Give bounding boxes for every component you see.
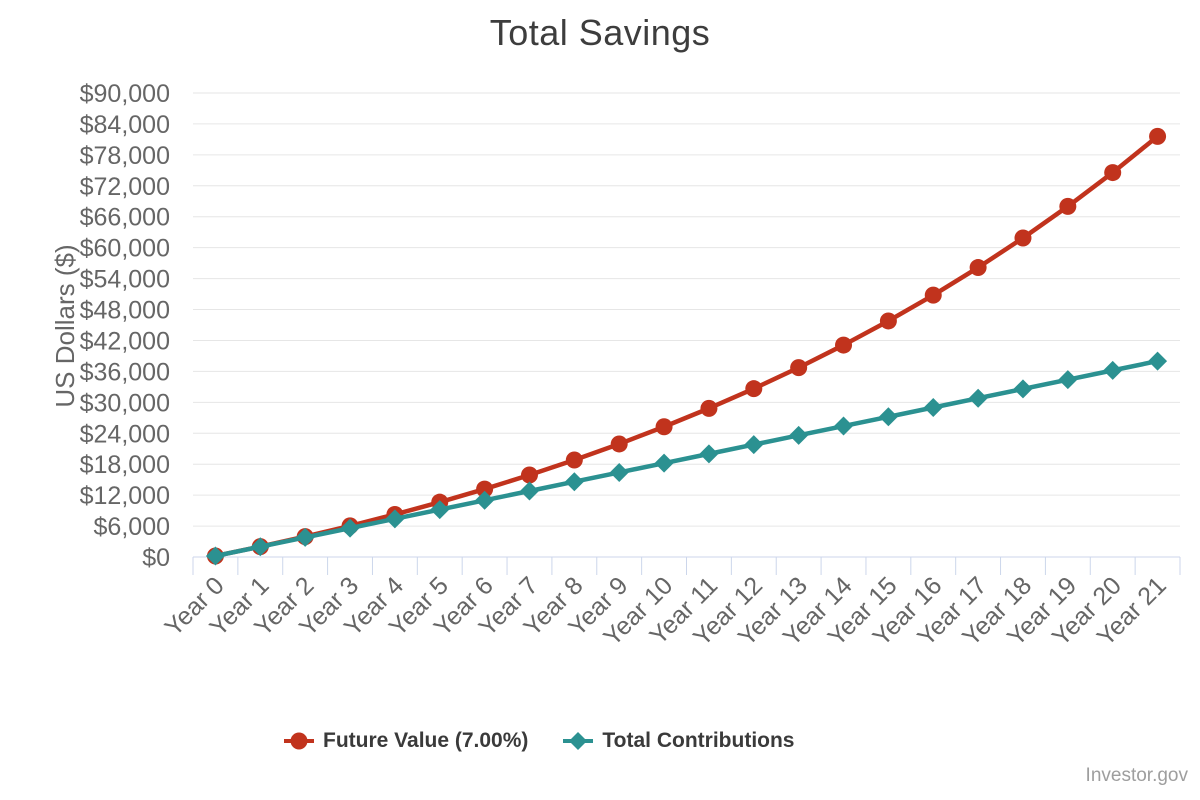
contributions-point[interactable] bbox=[430, 500, 450, 520]
future-value-line bbox=[213, 134, 1160, 559]
y-axis-tick-label: $66,000 bbox=[80, 204, 170, 232]
contributions-point[interactable] bbox=[654, 453, 674, 473]
future-value-point[interactable] bbox=[655, 418, 673, 436]
contributions-point[interactable] bbox=[385, 509, 405, 529]
contributions-point[interactable] bbox=[1148, 351, 1168, 371]
contributions-point[interactable] bbox=[744, 435, 764, 455]
contributions-point[interactable] bbox=[1103, 360, 1123, 380]
y-axis-tick-label: $24,000 bbox=[80, 420, 170, 448]
future-value-point[interactable] bbox=[1014, 229, 1032, 247]
future-value-point[interactable] bbox=[969, 259, 987, 277]
y-axis-tick-label: $18,000 bbox=[80, 451, 170, 479]
future-value-point[interactable] bbox=[700, 399, 718, 417]
y-axis-tick-label: $72,000 bbox=[80, 173, 170, 201]
contributions-point[interactable] bbox=[475, 490, 495, 510]
legend-marker-circle-icon bbox=[284, 732, 314, 750]
y-axis-tick-label: $0 bbox=[142, 544, 170, 572]
y-axis-tick-label: $78,000 bbox=[80, 142, 170, 170]
contributions-point[interactable] bbox=[834, 416, 854, 436]
y-axis-tick-label: $6,000 bbox=[94, 513, 170, 541]
legend-item-future-value[interactable]: Future Value (7.00%) bbox=[283, 729, 528, 753]
future-value-point[interactable] bbox=[565, 451, 583, 469]
y-axis-tick-label: $48,000 bbox=[80, 297, 170, 325]
contributions-point[interactable] bbox=[295, 527, 315, 547]
future-value-point[interactable] bbox=[1104, 164, 1122, 182]
legend-label-total-contributions: Total Contributions bbox=[602, 729, 795, 752]
contributions-point[interactable] bbox=[564, 472, 584, 492]
y-axis-tick-label: $60,000 bbox=[80, 235, 170, 263]
contributions-point[interactable] bbox=[340, 518, 360, 538]
contributions-line bbox=[213, 358, 1160, 559]
y-axis-tick-label: $12,000 bbox=[80, 482, 170, 510]
y-axis-tick-label: $84,000 bbox=[80, 111, 170, 139]
y-axis-tick-label: $30,000 bbox=[80, 389, 170, 417]
legend-marker-diamond-icon bbox=[563, 732, 594, 750]
contributions-point[interactable] bbox=[699, 444, 719, 464]
contributions-point[interactable] bbox=[609, 462, 629, 482]
contributions-point[interactable] bbox=[519, 481, 539, 501]
watermark: Investor.gov bbox=[1085, 765, 1188, 786]
future-value-point[interactable] bbox=[790, 359, 808, 377]
future-value-point[interactable] bbox=[520, 466, 538, 484]
y-axis-tick-label: $90,000 bbox=[80, 80, 170, 108]
legend-label-future-value: Future Value (7.00%) bbox=[323, 729, 529, 752]
future-value-point[interactable] bbox=[610, 435, 628, 453]
future-value-point[interactable] bbox=[879, 312, 897, 330]
chart-title: Total Savings bbox=[489, 12, 711, 53]
contributions-point[interactable] bbox=[878, 407, 898, 427]
contributions-point[interactable] bbox=[1058, 370, 1078, 390]
future-value-point[interactable] bbox=[924, 286, 942, 304]
contributions-point[interactable] bbox=[250, 537, 270, 557]
future-value-point[interactable] bbox=[745, 380, 763, 398]
future-value-point[interactable] bbox=[1149, 127, 1167, 145]
future-value-point[interactable] bbox=[835, 336, 853, 354]
legend: Future Value (7.00%) Total Contributions bbox=[283, 729, 794, 753]
y-axis-tick-label: $42,000 bbox=[80, 327, 170, 355]
contributions-point[interactable] bbox=[923, 397, 943, 417]
contributions-point[interactable] bbox=[1013, 379, 1033, 399]
contributions-point[interactable] bbox=[968, 388, 988, 408]
future-value-point[interactable] bbox=[1059, 197, 1077, 215]
contributions-point[interactable] bbox=[789, 425, 809, 445]
y-axis-tick-label: $54,000 bbox=[80, 266, 170, 294]
y-axis-tick-label: $36,000 bbox=[80, 358, 170, 386]
legend-item-total-contributions[interactable]: Total Contributions bbox=[562, 729, 794, 753]
future-value-point[interactable] bbox=[476, 480, 494, 498]
contributions-point[interactable] bbox=[205, 546, 225, 566]
